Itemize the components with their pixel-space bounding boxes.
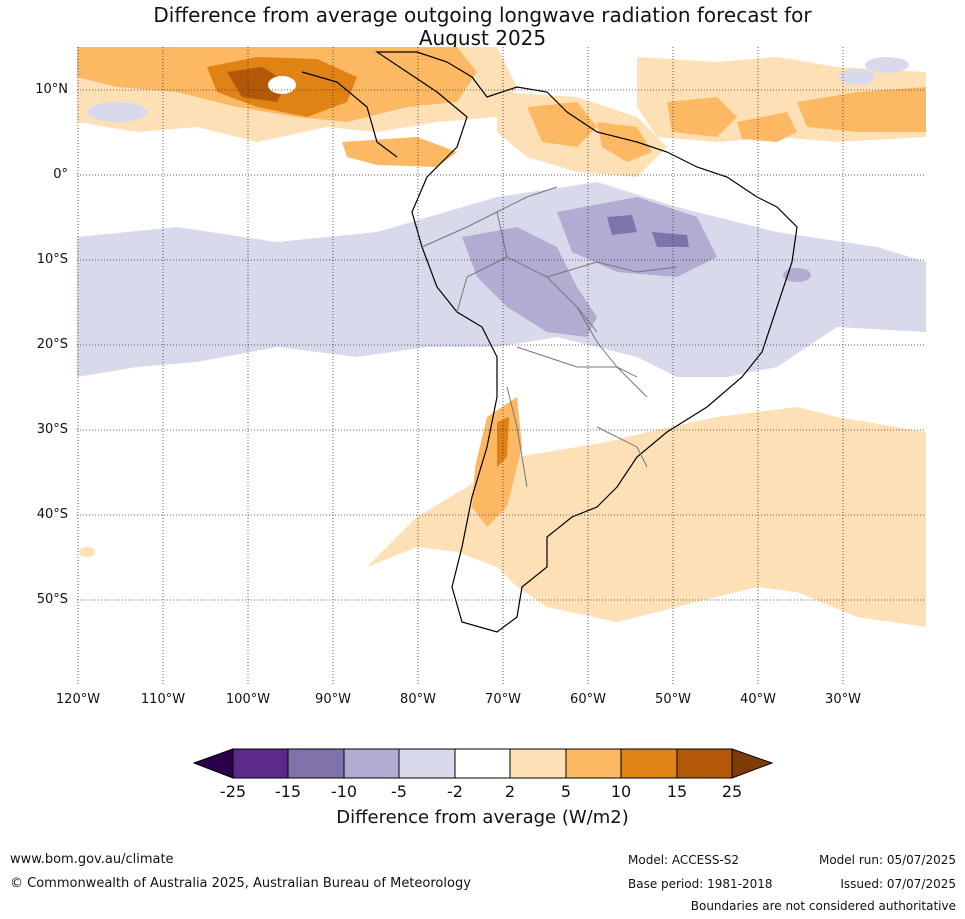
map-area [77, 47, 926, 685]
lat-label-30s: 30°S [36, 422, 68, 437]
model-run-date: Model run: 05/07/2025 [818, 853, 956, 867]
colorbar-segment-8 [620, 748, 678, 779]
lon-label-80w: 80°W [400, 692, 436, 707]
base-period: Base period: 1981-2018 [628, 877, 773, 891]
lon-label-60w: 60°W [570, 692, 606, 707]
colorbar-tick-label: -2 [447, 782, 463, 801]
colorbar-tick-label: 10 [610, 782, 632, 801]
lon-label-100w: 100°W [225, 692, 271, 707]
colorbar-graphic [192, 748, 774, 779]
lon-label-70w: 70°W [485, 692, 521, 707]
colorbar-segment-6 [509, 748, 567, 779]
map-title: Difference from average outgoing longwav… [0, 4, 965, 50]
colorbar-segment-2 [287, 748, 345, 779]
colorbar-tick-label: 5 [560, 782, 572, 801]
lat-label-10s: 10°S [36, 252, 68, 267]
north-positive-anomaly-band [77, 47, 926, 177]
colorbar-tick-label: -15 [274, 782, 302, 801]
lat-label-10n: 10°N [35, 82, 68, 97]
colorbar-segment-5 [454, 748, 511, 779]
map-title-line-1: Difference from average outgoing longwav… [153, 3, 812, 27]
lat-label-50s: 50°S [36, 592, 68, 607]
lon-label-30w: 30°W [825, 692, 861, 707]
colorbar-segment-9 [676, 748, 733, 779]
lon-label-50w: 50°W [655, 692, 691, 707]
colorbar-tick-label: -25 [219, 782, 247, 801]
colorbar-tick-label: 25 [721, 782, 743, 801]
colorbar-low-extend [192, 748, 234, 779]
colorbar-label: Difference from average (W/m2) [336, 807, 629, 828]
model-name: Model: ACCESS-S2 [628, 853, 740, 867]
lat-label-0: 0° [53, 167, 68, 182]
website-link[interactable]: www.bom.gov.au/climate [10, 852, 174, 867]
south-positive-anomaly-region [79, 397, 926, 627]
lat-label-20s: 20°S [36, 337, 68, 352]
country-boundaries [421, 186, 678, 488]
colorbar-segment-3 [343, 748, 400, 779]
colorbar-high-extend [731, 748, 774, 779]
colorbar-segment-7 [565, 748, 622, 779]
lat-label-40s: 40°S [36, 507, 68, 522]
copyright-text: © Commonwealth of Australia 2025, Austra… [10, 876, 471, 891]
colorbar-segment-4 [398, 748, 456, 779]
olr-anomaly-map [77, 47, 926, 685]
lon-label-110w: 110°W [140, 692, 186, 707]
lon-label-90w: 90°W [315, 692, 351, 707]
colorbar-tick-label: -5 [391, 782, 407, 801]
colorbar [190, 746, 780, 786]
issued-date: Issued: 07/07/2025 [840, 877, 956, 891]
continent-outlines [301, 51, 798, 633]
colorbar-segment-1 [232, 748, 289, 779]
graticule [77, 47, 926, 685]
lon-label-40w: 40°W [740, 692, 776, 707]
colorbar-tick-label: -10 [330, 782, 358, 801]
map-title-line-2: August 2025 [418, 26, 547, 50]
tropical-negative-anomaly-band [77, 182, 926, 377]
lon-label-120w: 120°W [55, 692, 101, 707]
colorbar-tick-label: 15 [666, 782, 688, 801]
colorbar-tick-label: 2 [504, 782, 516, 801]
boundaries-disclaimer: Boundaries are not considered authoritat… [690, 899, 956, 913]
